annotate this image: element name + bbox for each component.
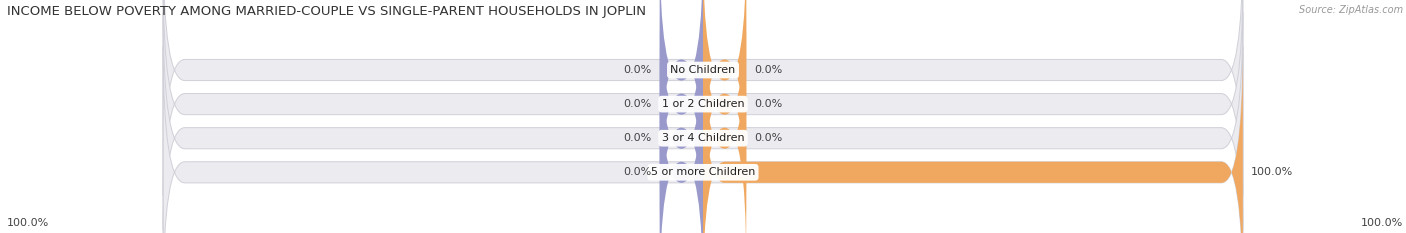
Text: No Children: No Children — [671, 65, 735, 75]
Text: 100.0%: 100.0% — [1361, 218, 1403, 228]
Text: Source: ZipAtlas.com: Source: ZipAtlas.com — [1299, 5, 1403, 15]
Text: 0.0%: 0.0% — [623, 133, 652, 143]
Text: 0.0%: 0.0% — [623, 167, 652, 177]
FancyBboxPatch shape — [703, 0, 747, 196]
FancyBboxPatch shape — [163, 0, 1243, 230]
Text: 0.0%: 0.0% — [754, 65, 783, 75]
Text: 5 or more Children: 5 or more Children — [651, 167, 755, 177]
Text: 100.0%: 100.0% — [7, 218, 49, 228]
Text: 3 or 4 Children: 3 or 4 Children — [662, 133, 744, 143]
FancyBboxPatch shape — [163, 47, 1243, 233]
FancyBboxPatch shape — [659, 0, 703, 230]
FancyBboxPatch shape — [163, 0, 1243, 196]
FancyBboxPatch shape — [659, 47, 703, 233]
Text: 0.0%: 0.0% — [623, 99, 652, 109]
FancyBboxPatch shape — [703, 47, 1243, 233]
FancyBboxPatch shape — [703, 0, 747, 230]
Text: 0.0%: 0.0% — [623, 65, 652, 75]
FancyBboxPatch shape — [703, 12, 747, 233]
Text: 100.0%: 100.0% — [1251, 167, 1294, 177]
Text: 0.0%: 0.0% — [754, 133, 783, 143]
Text: 1 or 2 Children: 1 or 2 Children — [662, 99, 744, 109]
Text: INCOME BELOW POVERTY AMONG MARRIED-COUPLE VS SINGLE-PARENT HOUSEHOLDS IN JOPLIN: INCOME BELOW POVERTY AMONG MARRIED-COUPL… — [7, 5, 645, 18]
FancyBboxPatch shape — [163, 12, 1243, 233]
Text: 0.0%: 0.0% — [754, 99, 783, 109]
FancyBboxPatch shape — [659, 12, 703, 233]
FancyBboxPatch shape — [659, 0, 703, 196]
